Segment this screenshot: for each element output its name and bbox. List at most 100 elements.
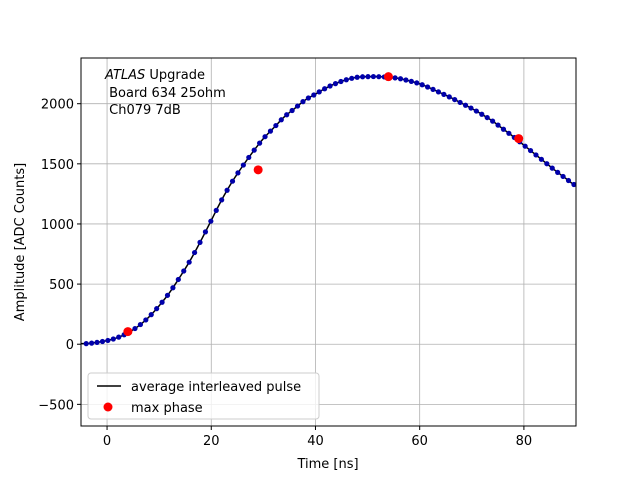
pulse-marker [397,76,404,82]
pulse-marker [262,134,268,140]
pulse-marker [349,75,355,81]
pulse-marker [294,103,301,109]
pulse-marker [175,276,181,283]
pulse-marker [506,130,512,136]
pulse-marker [408,78,414,84]
pulse-marker [414,80,420,86]
x-tick-label: 60 [411,434,428,449]
pulse-marker [430,86,436,92]
pulse-marker [110,336,116,342]
pulse-marker [479,111,485,117]
pulse-marker [89,340,95,346]
max-phase-point [123,327,133,337]
pulse-marker [224,187,230,193]
pulse-marker [246,154,252,161]
pulse-marker [392,75,398,81]
pulse-marker [235,170,241,176]
pulse-marker [267,128,274,134]
legend: average interleaved pulse max phase [87,372,320,420]
y-tick-label: 2000 [41,98,74,113]
pulse-marker [446,94,452,100]
pulse-marker [284,112,290,118]
pulse-marker [544,161,550,167]
x-tick-label: 0 [103,434,111,449]
pulse-marker [208,218,214,224]
x-axis-label: Time [ns] [296,457,358,472]
pulse-marker [365,74,371,80]
annotation-line-3: Ch079 7dB [105,103,181,118]
pulse-marker [197,239,203,245]
max-phase-point [383,72,393,82]
pulse-marker [148,312,154,318]
pulse-marker [219,197,225,203]
pulse-marker [452,96,458,103]
annotation-atlas: ATLAS [104,68,145,83]
legend-entry-max-phase: max phase [131,401,203,416]
pulse-marker [257,140,263,146]
pulse-marker [376,74,382,80]
pulse-marker [273,122,279,129]
pulse-marker [143,317,149,323]
legend-box [87,372,320,420]
pulse-marker [94,339,100,345]
pulse-marker [240,162,246,168]
pulse-marker [462,102,469,108]
annotation-line-1: ATLAS Upgrade [104,68,205,83]
pulse-marker [213,207,219,213]
pulse-marker [170,285,176,291]
pulse-marker [332,81,339,87]
pulse-marker [468,105,474,111]
pulse-marker [316,89,322,95]
pulse-marker [473,108,479,114]
pulse-marker [116,334,122,340]
y-tick-label: 1500 [41,158,74,173]
pulse-marker [322,86,328,92]
pulse-marker [300,99,306,105]
tick-layer: 0 20 40 60 80 −500 0 500 1000 1500 2000 [38,98,532,449]
max-phase-layer [123,72,524,337]
pulse-marker [500,126,507,132]
pulse-marker [311,92,317,98]
max-phase-point [253,165,263,175]
annotation-upgrade: Upgrade [145,68,205,83]
pulse-marker [289,107,295,114]
legend-marker-swatch [103,402,113,412]
annotation-line-2: Board 634 25ohm [105,86,226,101]
pulse-marker [425,84,431,90]
pulse-marker [538,156,545,162]
pulse-marker [251,147,257,153]
legend-entry-pulse: average interleaved pulse [131,380,301,395]
y-tick-label: 0 [66,338,74,353]
pulse-marker [435,89,442,95]
pulse-marker [359,74,366,80]
pulse-marker [278,117,284,123]
pulse-marker [99,338,106,345]
pulse-marker [83,341,89,347]
pulse-marker [533,152,539,158]
pulse-marker [327,83,333,89]
plot-area [81,72,576,347]
pulse-marker [403,77,409,83]
pulse-marker [159,299,165,305]
pulse-marker [164,292,171,298]
y-tick-label: 1000 [41,218,74,233]
pulse-marker [419,82,425,88]
pulse-marker [154,306,160,312]
y-axis-label: Amplitude [ADC Counts] [13,163,28,321]
pulse-marker [560,173,566,180]
pulse-marker [441,91,447,97]
x-tick-label: 20 [203,434,220,449]
max-phase-point [514,134,524,144]
pulse-marker [191,249,198,256]
pulse-marker [565,177,572,184]
pulse-marker [555,169,561,175]
pulse-marker [370,73,377,80]
annotation: ATLAS Upgrade Board 634 25ohm Ch079 7dB [104,68,226,118]
pulse-marker [495,122,501,128]
pulse-marker [571,181,576,188]
y-tick-label: −500 [38,398,74,413]
pulse-marker [338,78,344,85]
pulse-marker [522,143,528,149]
plot-frame [80,57,577,427]
